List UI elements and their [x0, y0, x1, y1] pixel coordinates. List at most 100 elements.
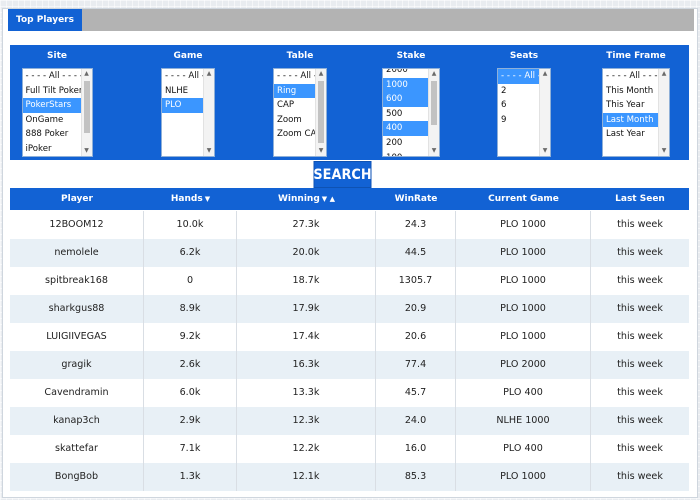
filter-game-scrollbar[interactable]: ▲ ▼ [203, 69, 214, 156]
scroll-up-icon[interactable]: ▲ [542, 70, 548, 77]
filter-table-option[interactable]: Ring [274, 83, 326, 99]
table-row[interactable]: spitbreak168 0 18.7k 1305.7 PLO 1000 this wee… [10, 267, 689, 295]
table-row[interactable]: BongBob 1.3k 12.1k 85.3 PLO 1000 this week [10, 463, 689, 491]
player-name-cell[interactable]: kanap3ch [10, 407, 144, 435]
table-row[interactable]: gragik 2.6k 16.3k 77.4 PLO 2000 this week [10, 351, 689, 379]
filter-stake-option[interactable]: 500 [386, 108, 403, 119]
filter-time-frame-option[interactable]: This Year [606, 100, 645, 111]
scroll-up-icon[interactable]: ▲ [431, 70, 437, 77]
table-header: Player Hands ▼ Winning ▼ ▲ WinRate Current Gam… [10, 188, 689, 210]
scroll-up-icon[interactable]: ▲ [661, 70, 667, 77]
last-seen-cell: this week [617, 219, 663, 230]
scroll-down-icon[interactable]: ▼ [431, 147, 437, 154]
filter-seats-option[interactable]: 6 [501, 100, 507, 111]
filter-site-scrollbar[interactable]: ▲ ▼ [80, 69, 92, 156]
last-seen-cell: this week [617, 275, 663, 286]
sort-arrow-icon[interactable]: ▼ ▲ [321, 195, 335, 203]
filter-seats-option[interactable]: 9 [501, 114, 507, 125]
filter-stake-option[interactable]: 200 [386, 137, 403, 148]
current-game-cell: PLO 2000 [456, 351, 591, 379]
filter-seats-scrollbar[interactable]: ▲ ▼ [539, 69, 550, 156]
filter-table-option[interactable]: CAP [277, 100, 295, 111]
player-name-cell[interactable]: Cavendramin [10, 379, 144, 407]
filter-game-option[interactable]: - - - - All - - - - [165, 71, 214, 81]
filter-stake-listbox[interactable]: 20001000600500400200100▲▼ [382, 68, 440, 157]
filter-site-option[interactable]: 888 Poker [25, 129, 69, 140]
filter-stake-scrollbar[interactable]: ▲ ▼ [428, 69, 439, 156]
scroll-up-icon[interactable]: ▲ [84, 70, 89, 77]
filter-site-option[interactable]: - - - - All - - - - [25, 71, 83, 81]
filter-time-frame-scrollbar[interactable]: ▲ ▼ [658, 69, 669, 156]
column-header-label: Last Seen [615, 194, 665, 204]
scroll-up-icon[interactable]: ▲ [318, 70, 324, 77]
column-header-label: WinRate [394, 194, 438, 204]
filter-table-option[interactable]: Zoom [277, 114, 302, 125]
filter-seats-option[interactable]: - - - - All - - - - [498, 69, 550, 84]
player-name-cell[interactable]: BongBob [10, 463, 144, 491]
filter-site-option[interactable]: Full Tilt Poker [25, 85, 83, 96]
player-name-cell[interactable]: gragik [10, 351, 144, 379]
filter-game-option[interactable]: PLO [162, 98, 214, 113]
current-game-cell: PLO 1000 [456, 463, 591, 491]
filter-site-listbox[interactable]: - - - - All - - - - Full Tilt Poker PokerS… [21, 68, 93, 157]
filter-time-frame-option[interactable]: Last Month [603, 112, 669, 128]
table-row[interactable]: Cavendramin 6.0k 13.3k 45.7 PLO 400 this week [10, 379, 689, 407]
tab-top-players[interactable]: Top Players [8, 9, 82, 31]
scrollbar-thumb[interactable] [431, 81, 437, 125]
filter-site-option[interactable]: PokerStars [22, 98, 92, 113]
table-row[interactable]: LUIGIIVEGAS 9.2k 17.4k 20.6 PLO 1000 this wee… [10, 323, 689, 351]
filter-time-frame-option[interactable]: This Month [606, 85, 654, 96]
column-header-winrate[interactable]: WinRate [376, 188, 456, 210]
player-name-cell[interactable]: sharkgus88 [10, 295, 144, 323]
table-row[interactable]: nemolele 6.2k 20.0k 44.5 PLO 1000 this week [10, 239, 689, 267]
scroll-down-icon[interactable]: ▼ [84, 147, 89, 154]
player-name-cell[interactable]: nemolele [10, 239, 144, 267]
scroll-down-icon[interactable]: ▼ [661, 147, 667, 154]
filter-seats-listbox[interactable]: - - - - All - - - -269▲▼ [497, 68, 551, 157]
filter-site-option[interactable]: iPoker [25, 143, 52, 154]
scroll-up-icon[interactable]: ▲ [206, 70, 212, 77]
table-row[interactable]: skattefar 7.1k 12.2k 16.0 PLO 400 this week [10, 435, 689, 463]
winning-cell: 17.4k [237, 323, 376, 351]
column-header-winning[interactable]: Winning ▼ ▲ [237, 188, 376, 210]
table-row[interactable]: 12BOOM12 10.0k 27.3k 24.3 PLO 1000 this week [10, 211, 689, 239]
column-header-last-seen[interactable]: Last Seen [591, 188, 689, 210]
column-header-current-game[interactable]: Current Game [456, 188, 591, 210]
filter-seats-option[interactable]: 2 [501, 85, 507, 96]
scroll-down-icon[interactable]: ▼ [206, 147, 212, 154]
sort-arrow-icon[interactable]: ▼ [204, 195, 211, 203]
filter-stake-option[interactable]: 100 [383, 151, 439, 156]
filter-time-frame-option[interactable]: Last Year [606, 129, 645, 140]
current-game-cell: PLO 400 [456, 435, 591, 463]
scrollbar-thumb[interactable] [318, 81, 324, 143]
hands-cell: 7.1k [144, 435, 237, 463]
filter-time-frame-option[interactable]: - - - - All - - - - [606, 71, 664, 81]
table-row[interactable]: sharkgus88 8.9k 17.9k 20.9 PLO 1000 this week [10, 295, 689, 323]
search-button[interactable]: SEARCH [313, 161, 372, 188]
filter-table-option[interactable]: - - - - All - - - - [277, 71, 326, 81]
player-name-cell[interactable]: skattefar [10, 435, 144, 463]
filter-table-option[interactable]: Zoom CAP [277, 129, 322, 140]
filter-game-option[interactable]: NLHE [165, 85, 189, 96]
scrollbar-thumb[interactable] [83, 81, 90, 133]
filter-stake-option[interactable]: 600 [383, 92, 439, 107]
filter-table-scrollbar[interactable]: ▲ ▼ [315, 69, 326, 156]
tab-bar: Top Players [8, 9, 694, 31]
filter-stake-option[interactable]: 2000 [386, 68, 408, 75]
column-header-player[interactable]: Player [10, 188, 144, 210]
filter-stake-option[interactable]: 400 [383, 121, 439, 136]
player-name-cell[interactable]: LUIGIIVEGAS [10, 323, 144, 351]
player-name-cell[interactable]: 12BOOM12 [10, 211, 144, 239]
filter-stake: Stake20001000600500400200100▲▼ [382, 45, 440, 160]
player-name-cell[interactable]: spitbreak168 [10, 267, 144, 295]
filter-site-option[interactable]: OnGame [25, 114, 64, 125]
table-row[interactable]: kanap3ch 2.9k 12.3k 24.0 NLHE 1000 this week [10, 407, 689, 435]
filter-stake-option[interactable]: 1000 [383, 77, 439, 93]
scroll-down-icon[interactable]: ▼ [542, 147, 548, 154]
column-header-hands[interactable]: Hands ▼ [144, 188, 237, 210]
scroll-down-icon[interactable]: ▼ [318, 147, 324, 154]
filter-time-frame-listbox[interactable]: - - - - All - - - - This Month This Year La… [602, 68, 670, 157]
winning-cell: 12.3k [237, 407, 376, 435]
